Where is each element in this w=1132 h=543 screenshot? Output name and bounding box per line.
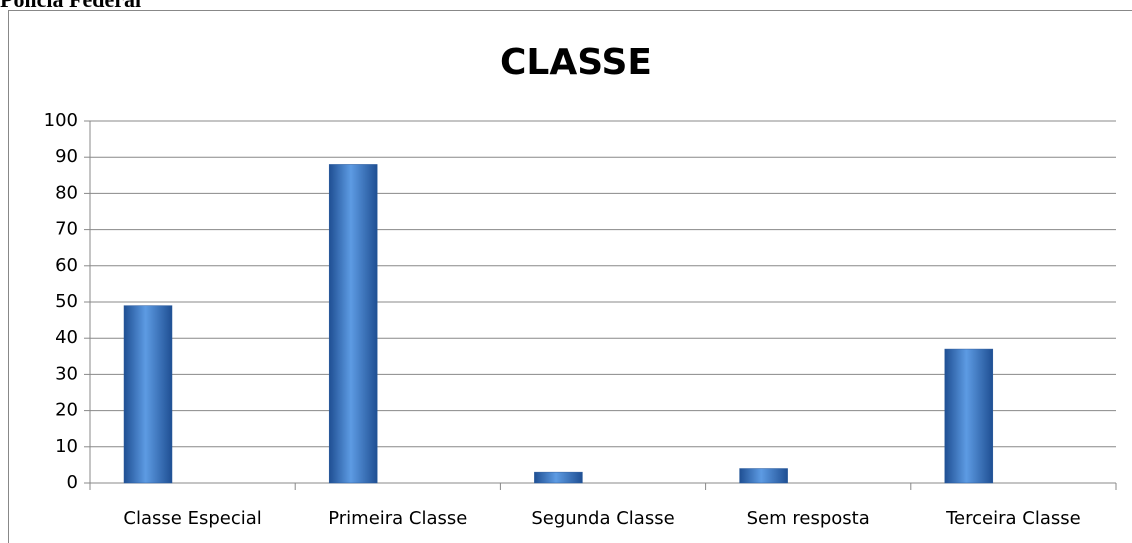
- y-tick-label: 30: [55, 363, 78, 384]
- y-tick-label: 40: [55, 327, 78, 348]
- y-tick-label: 20: [55, 400, 78, 421]
- x-tick-label: Sem resposta: [747, 508, 870, 529]
- y-tick-label: 10: [55, 436, 78, 457]
- bar: [123, 305, 173, 484]
- y-tick-label: 100: [44, 110, 78, 131]
- y-tick-label: 60: [55, 255, 78, 276]
- y-tick-label: 80: [55, 182, 78, 203]
- bar: [328, 164, 378, 484]
- y-tick-label: 50: [55, 291, 78, 312]
- y-tick-label: 70: [55, 219, 78, 240]
- x-tick-label: Terceira Classe: [945, 508, 1081, 529]
- x-tick-label: Segunda Classe: [531, 508, 674, 529]
- chart-title: CLASSE: [500, 42, 652, 83]
- bar: [534, 471, 583, 484]
- x-tick-label: Primeira Classe: [328, 508, 467, 529]
- chart-border: [8, 10, 1132, 543]
- bar: [944, 348, 994, 484]
- x-tick-label: Classe Especial: [123, 508, 261, 529]
- y-tick-label: 90: [55, 146, 78, 167]
- bar: [739, 468, 788, 484]
- caption: Polícia Federal: [0, 0, 141, 12]
- y-tick-label: 0: [67, 472, 78, 493]
